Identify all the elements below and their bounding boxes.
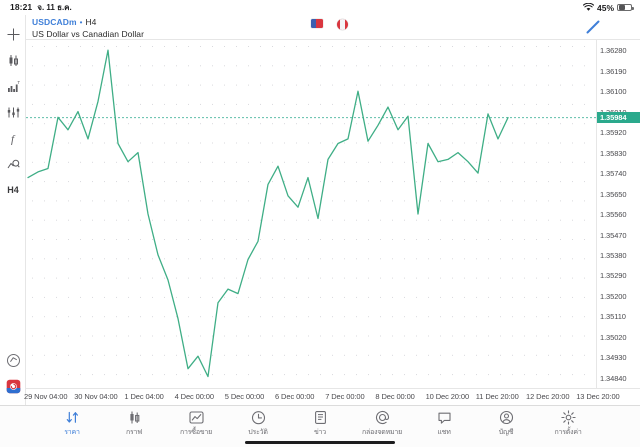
trade-line-icon [188, 410, 204, 425]
price-axis-label: 1.35470 [600, 230, 627, 240]
quotes-arrows-icon [65, 410, 80, 425]
symbol-header[interactable]: USDCADm • H4 US Dollar vs Canadian Dolla… [26, 15, 640, 40]
crosshair-icon[interactable] [0, 21, 26, 47]
wifi-icon [582, 3, 594, 12]
price-axis-label: 1.36280 [600, 46, 627, 56]
price-axis-label: 1.34840 [600, 373, 627, 383]
time-axis-label: 7 Dec 00:00 [325, 392, 365, 401]
chart-tools-toolbar: T f H4 [0, 15, 26, 405]
tab-quotes-arrows[interactable]: ราคา [41, 410, 103, 438]
symbol-description: US Dollar vs Canadian Dollar [32, 29, 144, 39]
status-date: จ. 11 ธ.ค. [37, 3, 72, 12]
price-axis-label: 1.35920 [600, 128, 627, 138]
svg-text:f: f [11, 133, 16, 145]
time-axis-label: 30 Nov 04:00 [74, 392, 118, 401]
settings-gear-icon [560, 410, 576, 425]
price-axis-label: 1.35290 [600, 271, 627, 281]
history-clock-icon [251, 410, 266, 425]
svg-text:T: T [17, 80, 20, 85]
status-bar-right: 45% [582, 2, 634, 13]
price-series-line [27, 49, 509, 378]
price-axis-label: 1.35110 [600, 312, 626, 322]
time-axis-label: 8 Dec 00:00 [375, 392, 415, 401]
tab-label: ราคา [64, 429, 80, 436]
time-axis-label: 13 Dec 20:00 [576, 392, 620, 401]
time-axis-label: 10 Dec 20:00 [425, 392, 470, 401]
timeframe-label: H4 [7, 185, 19, 195]
time-axis[interactable]: 29 Nov 04:00 30 Nov 04:00 1 Dec 04:00 4 Dec… [24, 388, 640, 405]
tab-trade-line[interactable]: การซื้อขาย [165, 410, 227, 438]
price-axis-label: 1.35650 [600, 189, 627, 199]
tab-chart-candles[interactable]: กราฟ [103, 410, 165, 438]
account-person-icon [499, 410, 514, 425]
price-axis-label: 1.34930 [600, 353, 627, 363]
tab-label: บัญชี [498, 429, 514, 436]
price-chart-svg[interactable] [26, 40, 596, 388]
time-axis-label: 4 Dec 00:00 [174, 392, 214, 401]
chart-candles-icon [127, 410, 142, 425]
tab-label: การซื้อขาย [179, 429, 213, 436]
history-clock-icon[interactable] [0, 347, 26, 373]
current-price-badge: 1.35984 [597, 112, 640, 124]
chart-dot-grid [32, 46, 585, 376]
price-axis-label: 1.36100 [600, 87, 627, 97]
tab-label: ประวัติ [248, 429, 268, 436]
time-axis-label: 11 Dec 20:00 [475, 392, 519, 401]
price-axis-label: 1.35200 [600, 291, 627, 301]
candlestick-icon[interactable] [0, 47, 26, 73]
battery-icon [617, 3, 634, 12]
tab-history-clock[interactable]: ประวัติ [227, 410, 289, 438]
chat-bubble-icon [437, 410, 452, 425]
tab-label: ข่าว [313, 429, 327, 436]
time-axis-label: 5 Dec 00:00 [224, 392, 265, 401]
sync-refresh-icon[interactable] [0, 373, 26, 399]
price-axis-label: 1.35380 [600, 250, 627, 260]
tab-mailbox-at[interactable]: กล่องจดหมาย [351, 410, 413, 438]
symbol-line: USDCADm • H4 [32, 17, 640, 27]
timeframe-icon[interactable]: H4 [0, 177, 26, 203]
price-chart[interactable] [26, 40, 596, 388]
news-document-icon [313, 410, 328, 425]
function-icon[interactable]: f [0, 125, 26, 151]
time-axis-label: 6 Dec 00:00 [275, 392, 315, 401]
objects-icon[interactable] [0, 151, 26, 177]
cad-flag-icon [337, 19, 348, 30]
status-bar-left: 18:21 จ. 11 ธ.ค. [10, 1, 72, 14]
time-axis-label: 12 Dec 20:00 [526, 392, 570, 401]
status-bar: 18:21 จ. 11 ธ.ค. 45% [0, 0, 640, 15]
symbol-separator: • [79, 18, 83, 27]
currency-flags [311, 19, 348, 30]
tab-settings-gear[interactable]: การตั้งค่า [537, 410, 599, 438]
tab-news-document[interactable]: ข่าว [289, 410, 351, 438]
tab-account-person[interactable]: บัญชี [475, 410, 537, 438]
price-axis-label: 1.35020 [600, 332, 627, 342]
usd-flag-icon [311, 19, 323, 28]
price-axis-label: 1.35830 [600, 148, 627, 158]
time-axis-label: 29 Nov 04:00 [24, 392, 68, 401]
bottom-tab-bar: ราคา กราฟ การซื้อขาย ประวัติ ข่าว กล่องจดหมาย… [0, 405, 640, 447]
time-axis-label: 1 Dec 04:00 [124, 392, 164, 401]
bar-chart-icon[interactable]: T [0, 73, 26, 99]
pencil-icon[interactable] [586, 20, 600, 34]
symbol-name: USDCADm [32, 17, 77, 27]
symbol-timeframe: H4 [85, 17, 97, 27]
tab-label: กราฟ [125, 429, 143, 436]
price-axis-label: 1.35740 [600, 169, 627, 179]
tab-label: การตั้งค่า [554, 429, 582, 436]
price-axis-label: 1.36190 [600, 66, 627, 76]
home-indicator [245, 440, 395, 444]
mailbox-at-icon [375, 410, 390, 425]
tab-label: กล่องจดหมาย [361, 429, 403, 436]
price-axis[interactable]: 1.362801.361901.361001.360101.359201.358… [596, 40, 640, 388]
status-time: 18:21 [10, 2, 33, 12]
tab-chat-bubble[interactable]: แชท [413, 410, 475, 438]
toolbar-bottom-group [0, 347, 26, 399]
indicator-settings-icon[interactable] [0, 99, 26, 125]
tab-label: แชท [437, 429, 451, 436]
price-axis-label: 1.35560 [600, 210, 627, 219]
battery-percent-label: 45% [596, 2, 614, 13]
